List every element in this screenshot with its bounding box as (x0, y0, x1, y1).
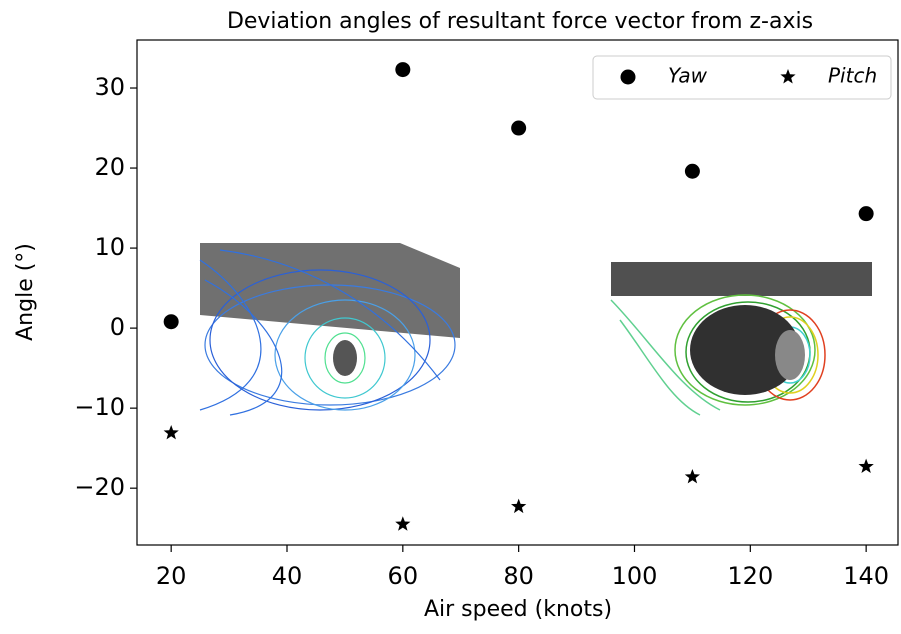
chart-title: Deviation angles of resultant force vect… (227, 9, 813, 34)
y-tick-label: 20 (94, 153, 125, 181)
inset-image-right (610, 262, 872, 416)
star-marker (395, 516, 411, 531)
star-marker (858, 458, 874, 473)
x-tick-label: 120 (727, 562, 773, 590)
x-tick-label: 40 (272, 562, 303, 590)
y-tick-label: 10 (94, 233, 125, 261)
star-marker (163, 425, 179, 440)
y-tick-label: −20 (74, 473, 125, 501)
circle-marker (395, 62, 411, 78)
x-tick-label: 60 (388, 562, 419, 590)
y-tick-label: 30 (94, 73, 125, 101)
legend-box (592, 55, 892, 100)
star-marker (511, 498, 527, 514)
star-marker (780, 69, 796, 84)
x-tick-label: 20 (156, 562, 187, 590)
star-marker (684, 469, 700, 484)
y-axis-label: Angle (°) (13, 243, 38, 341)
x-axis-label: Air speed (knots) (424, 597, 612, 622)
legend-label: Yaw (668, 64, 708, 88)
circle-marker (620, 69, 636, 85)
plot-frame (136, 39, 899, 546)
circle-marker (858, 206, 874, 222)
y-tick-label: −10 (74, 393, 125, 421)
y-tick-label: 0 (110, 313, 125, 341)
circle-marker (684, 163, 700, 179)
x-tick-label: 140 (843, 562, 889, 590)
circle-marker (511, 120, 527, 136)
circle-marker (163, 314, 179, 330)
x-tick-label: 80 (503, 562, 534, 590)
x-tick-label: 100 (612, 562, 658, 590)
inset-image-left (199, 243, 460, 416)
legend-label: Pitch (828, 64, 877, 88)
